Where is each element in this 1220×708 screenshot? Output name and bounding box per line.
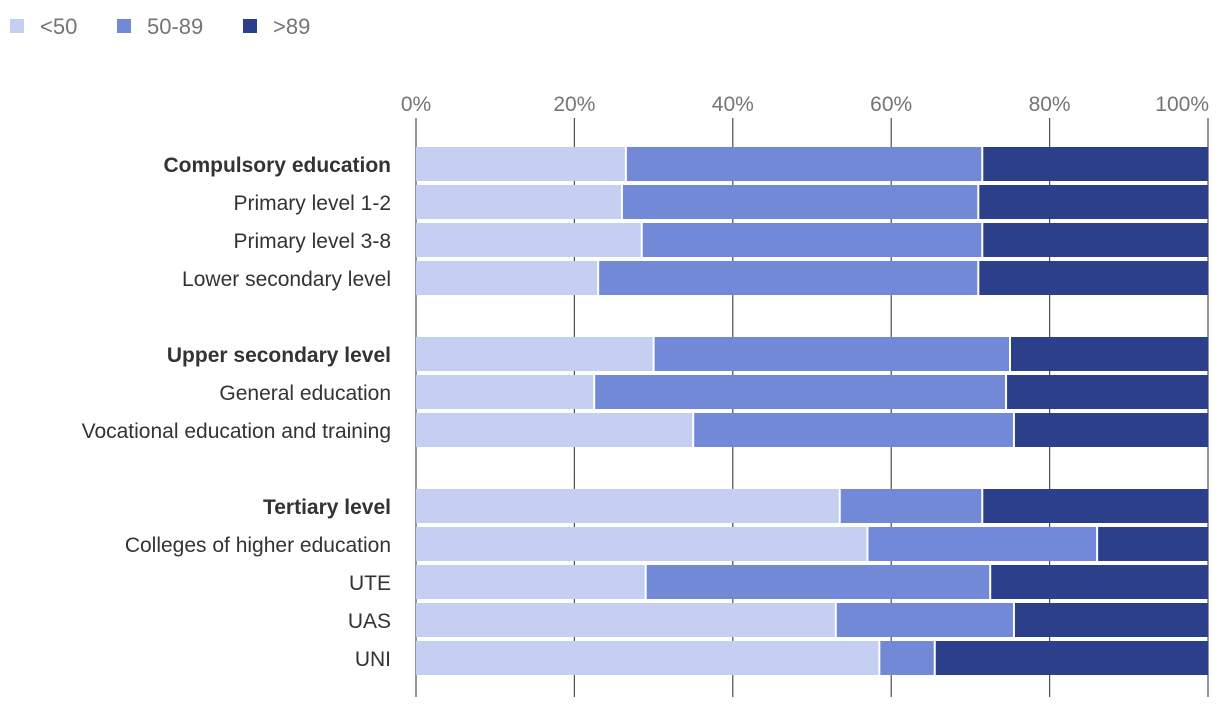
category-label: General education <box>219 382 391 405</box>
category-labels: Compulsory education Primary level 1-2 Pri… <box>82 154 391 671</box>
bar-rows <box>416 147 1208 675</box>
bar-segment <box>1013 603 1208 637</box>
category-label: UNI <box>355 648 391 671</box>
bar-segment <box>598 261 979 295</box>
legend-label: >89 <box>273 14 310 39</box>
bar-segment <box>982 223 1208 257</box>
bar-segment <box>978 185 1208 219</box>
category-label: Compulsory education <box>163 154 391 177</box>
bar-segment <box>416 489 840 523</box>
bar-segment <box>982 489 1208 523</box>
category-label: Vocational education and training <box>82 420 391 443</box>
bar-segment <box>982 147 1208 181</box>
x-tick-label: 60% <box>870 93 912 116</box>
bar-segment <box>416 527 868 561</box>
chart-legend: <50 50-89 >89 <box>10 14 310 39</box>
x-tick-label: 40% <box>712 93 754 116</box>
bar-segment <box>416 337 654 371</box>
bar-segment <box>653 337 1010 371</box>
category-label: Tertiary level <box>263 496 391 519</box>
bar-segment <box>416 565 646 599</box>
bar-segment <box>879 641 935 675</box>
x-axis-ticks: 0% 20% 40% 60% 80% 100% <box>401 93 1209 116</box>
bar-row <box>416 337 1208 371</box>
legend-swatch <box>10 19 24 33</box>
legend-swatch <box>243 19 257 33</box>
bar-row <box>416 565 1208 599</box>
bar-segment <box>1006 375 1208 409</box>
category-label: Colleges of higher education <box>125 534 391 557</box>
bar-segment <box>1010 337 1208 371</box>
category-label: Primary level 1-2 <box>233 192 391 215</box>
x-tick-label: 0% <box>401 93 431 116</box>
bar-segment <box>934 641 1208 675</box>
bar-row <box>416 641 1208 675</box>
bar-segment <box>416 147 626 181</box>
bar-segment <box>978 261 1208 295</box>
bar-segment <box>416 375 595 409</box>
bar-segment <box>867 527 1098 561</box>
bar-segment <box>835 603 1014 637</box>
category-label: Upper secondary level <box>167 344 391 367</box>
bar-segment <box>594 375 1007 409</box>
bar-segment <box>1097 527 1208 561</box>
bar-segment <box>416 641 880 675</box>
bar-segment <box>839 489 983 523</box>
bar-row <box>416 223 1208 257</box>
bar-row <box>416 603 1208 637</box>
bar-row <box>416 261 1208 295</box>
bar-row <box>416 147 1208 181</box>
bar-segment <box>990 565 1208 599</box>
bar-row <box>416 489 1208 523</box>
x-tick-label: 100% <box>1155 93 1209 116</box>
x-tick-label: 80% <box>1029 93 1071 116</box>
bar-segment <box>416 223 642 257</box>
bar-segment <box>416 413 694 447</box>
bar-segment <box>645 565 991 599</box>
bar-segment <box>641 223 983 257</box>
bar-row <box>416 185 1208 219</box>
legend-swatch <box>117 19 131 33</box>
bar-segment <box>1013 413 1208 447</box>
x-tick-label: 20% <box>553 93 595 116</box>
legend-label: 50-89 <box>147 14 203 39</box>
category-label: Primary level 3-8 <box>233 230 391 253</box>
bar-segment <box>625 147 983 181</box>
category-label: Lower secondary level <box>182 268 391 291</box>
bar-segment <box>693 413 1014 447</box>
bar-row <box>416 527 1208 561</box>
bar-row <box>416 413 1208 447</box>
legend-label: <50 <box>40 14 77 39</box>
bar-segment <box>416 261 599 295</box>
bar-row <box>416 375 1208 409</box>
bar-segment <box>621 185 979 219</box>
category-label: UTE <box>349 572 391 595</box>
bar-segment <box>416 185 622 219</box>
category-label: UAS <box>348 610 391 633</box>
bar-segment <box>416 603 836 637</box>
